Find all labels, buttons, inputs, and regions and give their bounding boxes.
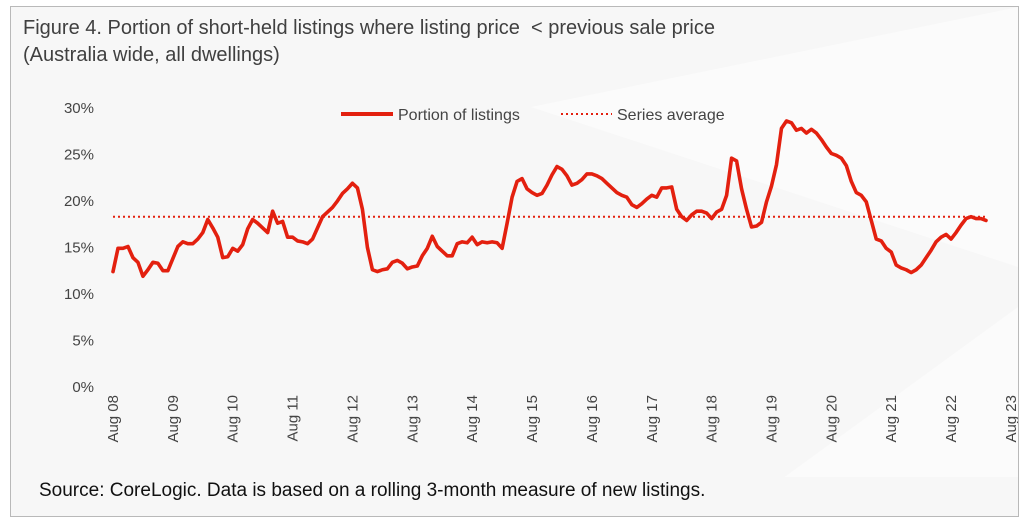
legend-label-series-average: Series average	[617, 107, 725, 124]
x-axis: Aug 08 Aug 09 Aug 10 Aug 11 Aug 12 Aug 13 Aug …	[105, 395, 1018, 443]
y-tick-label: 0%	[72, 379, 94, 396]
x-tick-label: Aug 11	[285, 395, 302, 441]
x-tick-label: Aug 09	[165, 395, 182, 443]
y-tick-label: 5%	[72, 333, 94, 350]
y-tick-label: 15%	[64, 240, 94, 257]
y-tick-label: 30%	[64, 100, 94, 117]
chart-title-line-2: (Australia wide, all dwellings)	[23, 44, 280, 66]
y-tick-label: 20%	[64, 193, 94, 210]
legend: Portion of listings Series average	[341, 107, 725, 124]
source-note: Source: CoreLogic. Data is based on a ro…	[39, 480, 706, 501]
x-tick-label: Aug 16	[584, 395, 601, 443]
plot-area	[111, 119, 988, 279]
x-tick-label: Aug 22	[943, 395, 960, 443]
x-tick-label: Aug 23	[1003, 395, 1018, 443]
chart-title-line-1: Figure 4. Portion of short-held listings…	[23, 17, 715, 39]
x-tick-label: Aug 14	[464, 395, 481, 443]
x-tick-label: Aug 08	[105, 395, 122, 443]
portion-of-listings-line	[111, 119, 988, 279]
x-tick-label: Aug 20	[823, 395, 840, 443]
x-tick-label: Aug 19	[763, 395, 780, 443]
x-tick-label: Aug 13	[404, 395, 421, 443]
x-tick-label: Aug 18	[704, 395, 721, 443]
x-tick-label: Aug 21	[883, 395, 900, 443]
y-tick-label: 10%	[64, 286, 94, 303]
y-tick-label: 25%	[64, 147, 94, 164]
chart-title: Figure 4. Portion of short-held listings…	[23, 15, 715, 69]
x-tick-label: Aug 17	[644, 395, 661, 443]
line-chart: 0%5%10%15%20%25%30% Aug 08 Aug 09 Aug 10 Au…	[64, 7, 1018, 477]
x-tick-label: Aug 15	[524, 395, 541, 443]
y-axis: 0% 5% 10% 15% 20% 25% 30%	[64, 100, 94, 396]
x-tick-label: Aug 12	[344, 395, 361, 443]
x-tick-label: Aug 10	[225, 395, 242, 443]
chart-figure: Figure 4. Portion of short-held listings…	[10, 6, 1019, 517]
legend-label-portion-of-listings: Portion of listings	[398, 107, 520, 124]
background-decoration	[531, 7, 1018, 477]
